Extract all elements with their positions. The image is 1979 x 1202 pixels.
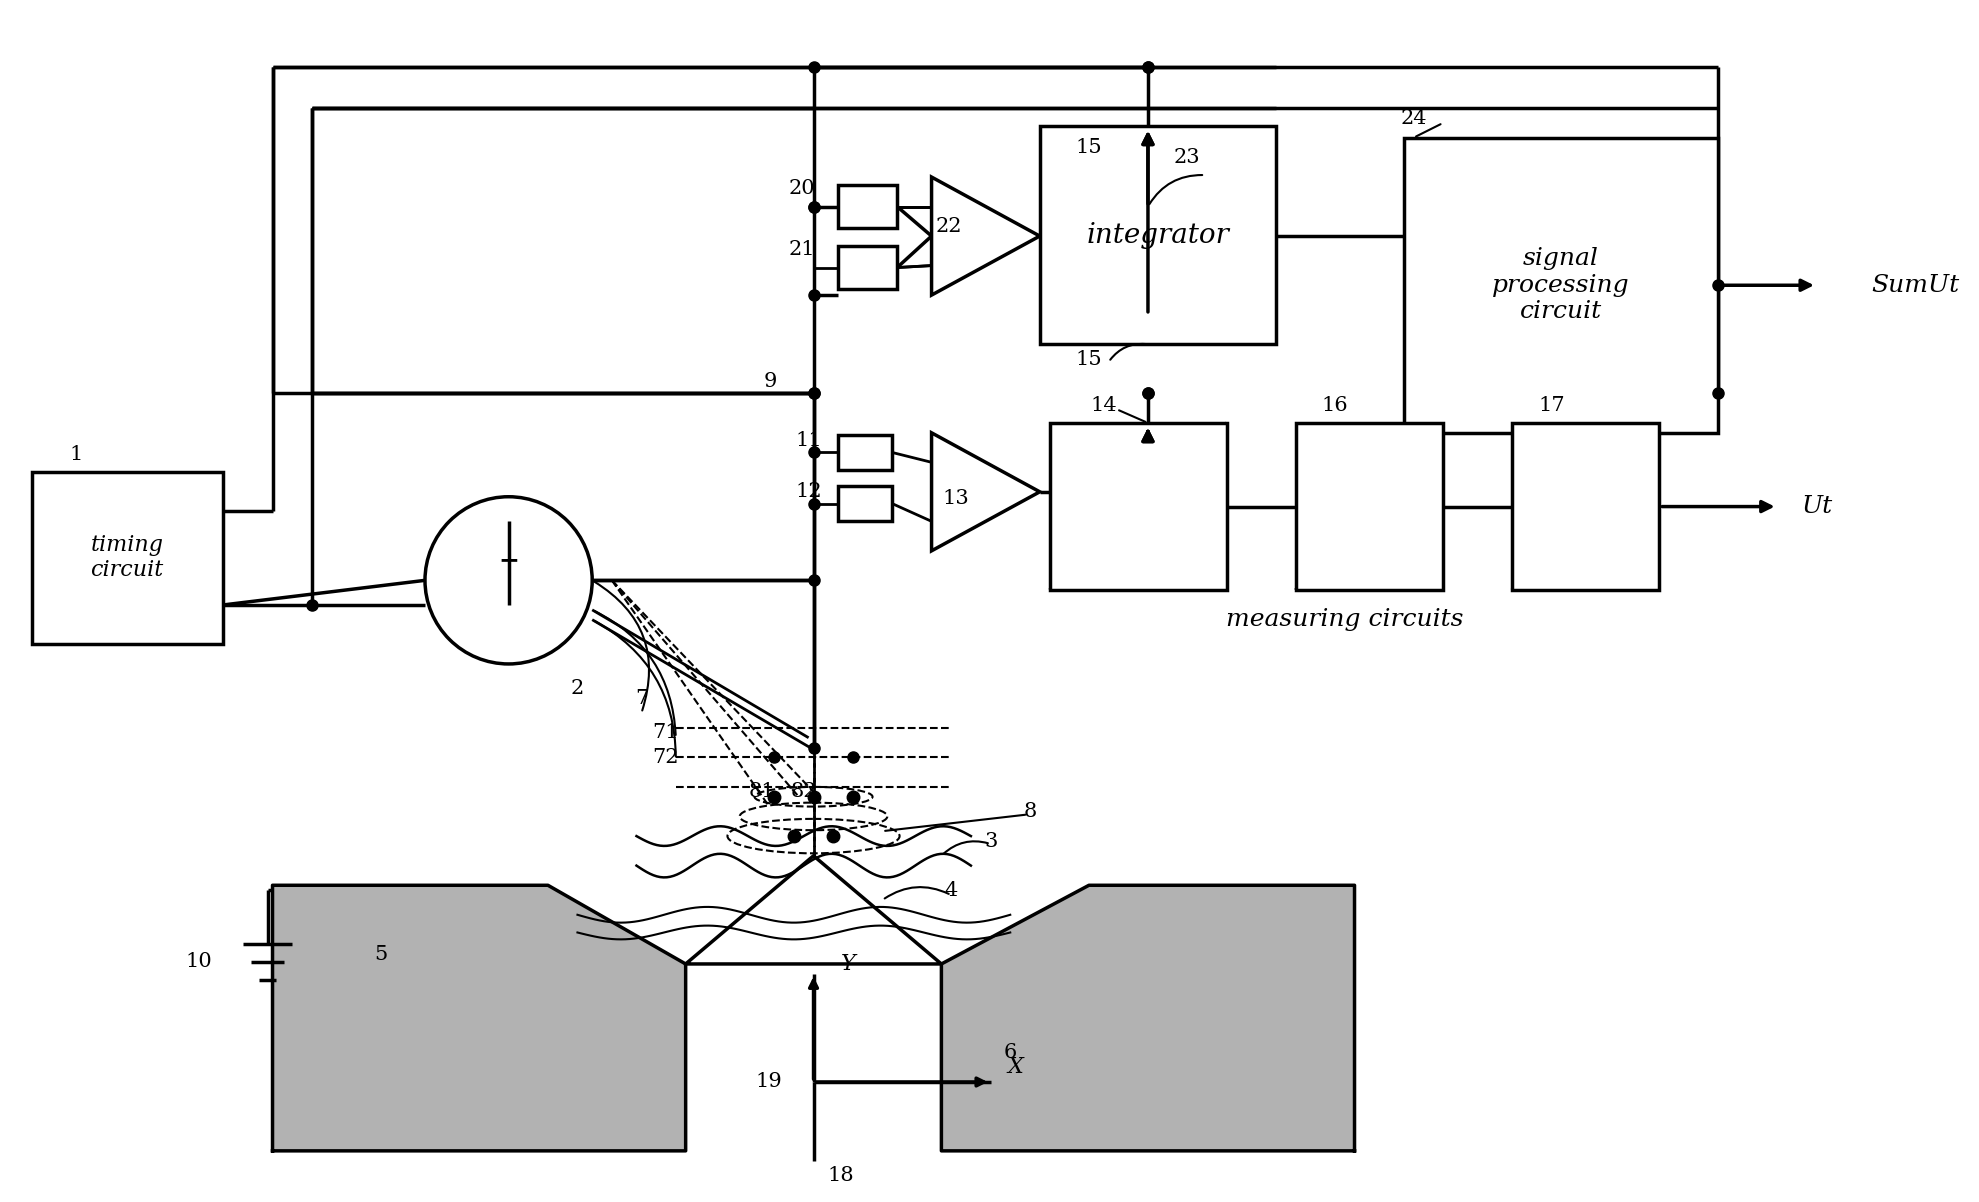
Bar — [1039, 126, 1276, 344]
Bar — [1049, 423, 1227, 590]
Text: 17: 17 — [1538, 395, 1565, 415]
Text: 24: 24 — [1401, 108, 1427, 127]
Text: Ut: Ut — [1803, 495, 1833, 518]
Text: measuring circuits: measuring circuits — [1225, 608, 1462, 631]
Polygon shape — [942, 885, 1354, 1150]
Polygon shape — [685, 856, 942, 964]
Polygon shape — [932, 433, 1039, 551]
Text: 2: 2 — [570, 679, 584, 698]
Text: 13: 13 — [942, 489, 970, 508]
Bar — [839, 185, 896, 228]
Text: 11: 11 — [796, 432, 821, 451]
Text: 20: 20 — [788, 179, 815, 198]
Text: 72: 72 — [653, 748, 679, 767]
Text: 19: 19 — [756, 1072, 782, 1091]
Text: 22: 22 — [936, 216, 962, 236]
Text: 7: 7 — [635, 689, 647, 708]
Text: 12: 12 — [796, 482, 821, 501]
Text: 82: 82 — [790, 783, 817, 802]
Text: X: X — [1007, 1057, 1023, 1078]
Text: 14: 14 — [1090, 395, 1116, 415]
Bar — [1403, 138, 1718, 433]
Bar — [839, 486, 893, 522]
Text: 10: 10 — [186, 952, 212, 971]
Text: 18: 18 — [827, 1166, 855, 1185]
Text: 23: 23 — [1174, 148, 1201, 167]
Text: 15: 15 — [1077, 138, 1102, 157]
Bar — [839, 435, 893, 470]
Text: 8: 8 — [1023, 802, 1037, 821]
Text: integrator: integrator — [1086, 221, 1229, 249]
Text: 21: 21 — [788, 240, 815, 260]
Text: SumUt: SumUt — [1870, 274, 1959, 297]
Polygon shape — [273, 885, 685, 1150]
Text: 81: 81 — [750, 783, 776, 802]
Bar — [1296, 423, 1443, 590]
Text: 5: 5 — [374, 945, 388, 964]
Text: 3: 3 — [984, 832, 997, 851]
Text: 15: 15 — [1077, 350, 1102, 369]
Text: 4: 4 — [944, 881, 958, 899]
Text: 71: 71 — [653, 724, 679, 743]
Bar — [1512, 423, 1660, 590]
Bar — [32, 472, 224, 644]
Text: 6: 6 — [1003, 1043, 1017, 1063]
Text: timing
circuit: timing circuit — [91, 534, 164, 582]
Text: 1: 1 — [69, 445, 83, 464]
Text: 9: 9 — [764, 373, 778, 391]
Polygon shape — [932, 177, 1039, 294]
Bar — [839, 246, 896, 290]
Text: signal
processing
circuit: signal processing circuit — [1492, 248, 1631, 323]
Text: +: + — [499, 548, 518, 572]
Text: Y: Y — [841, 953, 855, 975]
Text: 16: 16 — [1322, 395, 1348, 415]
